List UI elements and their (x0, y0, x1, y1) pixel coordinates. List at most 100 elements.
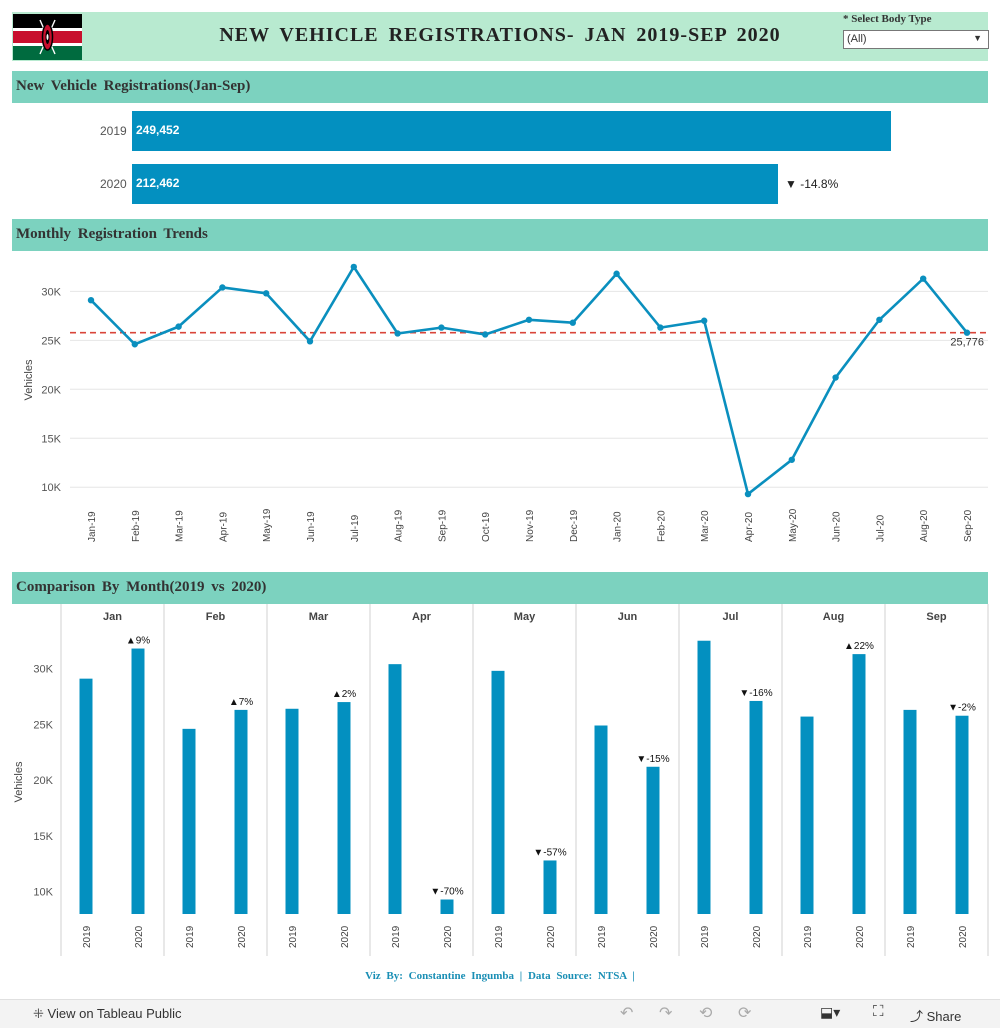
trend-xtick-label: May-19 (262, 508, 273, 542)
header-band (12, 12, 988, 61)
month-change-label: ▲9% (126, 636, 150, 647)
undo-icon[interactable]: ↶ (620, 1005, 634, 1022)
trend-xtick-label: Apr-20 (744, 512, 755, 542)
compare-bar-2020 (234, 709, 248, 914)
trend-xtick-label: Jun-19 (306, 511, 317, 542)
compare-bar-2020 (646, 766, 660, 914)
totals-section-header: New Vehicle Registrations(Jan-Sep) (12, 71, 988, 103)
total-bar-2019[interactable]: 249,452 (132, 111, 891, 151)
compare-year-tick-label: 2020 (134, 925, 145, 948)
month-change-label: ▼-70% (430, 887, 463, 898)
compare-bar-2019 (800, 716, 814, 914)
trend-ytick-label: 10K (41, 482, 61, 494)
compare-year-tick-label: 2019 (391, 925, 402, 948)
trend-point (263, 290, 270, 297)
trend-ytick-label: 20K (41, 384, 61, 396)
trend-xtick-label: Jan-20 (613, 511, 624, 542)
trend-xtick-label: Feb-20 (656, 510, 667, 542)
month-change-label: ▲2% (332, 689, 356, 700)
body-type-selected-value: (All) (847, 33, 867, 45)
month-header-label: Jan (103, 611, 122, 623)
trend-xtick-label: Jul-20 (875, 514, 886, 542)
compare-bar-2019 (182, 728, 196, 914)
compare-bar-2020 (131, 648, 145, 914)
month-change-label: ▼-2% (948, 703, 976, 714)
compare-ytick-label: 25K (33, 719, 53, 731)
month-change-label: ▲22% (844, 641, 874, 652)
view-on-tableau-label: View on Tableau Public (47, 1006, 182, 1021)
compare-bar-2019 (491, 670, 505, 914)
trend-point (482, 331, 489, 338)
compare-year-tick-label: 2020 (855, 925, 866, 948)
month-comparison-chart: 10K 15K 20K 25K 30K Vehicles Jan 2019 2020 ▲9% Feb… (13, 604, 989, 956)
compare-bar-2020 (749, 700, 763, 914)
month-header-label: Feb (206, 611, 226, 623)
trend-point (832, 374, 839, 381)
footer-credit: Viz By: Constantine Ingumba | Data Sourc… (365, 970, 635, 982)
dropdown-arrow-icon: ▼ (973, 33, 982, 43)
share-button[interactable]: ⤴ Share (910, 1006, 961, 1025)
trend-y-axis-title: Vehicles (23, 359, 35, 400)
year-label-2020: 2020 (100, 177, 127, 191)
month-change-label: ▼-16% (739, 688, 772, 699)
compare-bar-2020 (955, 715, 969, 914)
total-value-2019: 249,452 (136, 123, 180, 137)
compare-bar-2020 (440, 899, 454, 914)
share-icon: ⤴ (910, 1009, 924, 1024)
compare-year-tick-label: 2019 (906, 925, 917, 948)
trend-xtick-label: Sep-19 (437, 509, 448, 542)
redo-icon[interactable]: ↷ (659, 1005, 673, 1022)
trend-point (788, 456, 795, 463)
compare-year-tick-label: 2020 (443, 925, 454, 948)
trend-point (525, 316, 533, 323)
trend-xtick-label: Mar-20 (700, 510, 711, 542)
compare-y-axis-title: Vehicles (13, 761, 25, 802)
trend-point (350, 263, 357, 271)
compare-bar-2020 (852, 654, 866, 914)
compare-year-tick-label: 2020 (752, 925, 763, 948)
trend-xtick-label: Oct-19 (481, 512, 492, 542)
compare-bar-2019 (594, 725, 608, 914)
trend-xtick-label: Jun-20 (832, 511, 843, 542)
compare-bar-2020 (337, 702, 351, 914)
compare-year-tick-label: 2020 (237, 925, 248, 948)
fullscreen-icon[interactable]: ⛶ (873, 1003, 884, 1020)
total-value-2020: 212,462 (136, 176, 180, 190)
tableau-toolbar: ⁜ View on Tableau Public ↶ ↷ ⟲ ⟳ ⬓▾ ⛶ ⤴ … (0, 999, 1000, 1028)
compare-ytick-label: 20K (33, 775, 53, 787)
download-icon[interactable]: ⬓▾ (820, 1004, 841, 1020)
month-header-label: Aug (823, 611, 844, 623)
month-change-label: ▼-15% (636, 754, 669, 765)
trend-xtick-label: Mar-19 (175, 510, 186, 542)
compare-year-tick-label: 2019 (185, 925, 196, 948)
refresh-icon[interactable]: ⟳ (738, 1005, 752, 1022)
trend-section-title: Monthly Registration Trends (16, 226, 208, 242)
compare-bar-2019 (285, 708, 299, 914)
trend-ytick-label: 30K (41, 286, 61, 298)
trend-xtick-label: Apr-19 (218, 512, 229, 542)
trend-point (131, 341, 138, 348)
trend-point (657, 324, 664, 331)
view-on-tableau-link[interactable]: ⁜ View on Tableau Public (33, 1006, 181, 1022)
compare-section-header: Comparison By Month(2019 vs 2020) (12, 572, 988, 604)
trend-point (306, 338, 314, 345)
compare-bar-2019 (697, 640, 711, 914)
compare-year-tick-label: 2019 (803, 925, 814, 948)
compare-bar-2020 (543, 860, 557, 914)
monthly-trend-chart: 10K 15K 20K 25K 30K Vehicles 25,776 Jan-19 Feb-1… (23, 263, 988, 542)
total-bar-2020[interactable]: 212,462 (132, 164, 778, 204)
trend-point (920, 275, 927, 282)
compare-year-tick-label: 2019 (700, 925, 711, 948)
compare-year-tick-label: 2019 (82, 925, 93, 948)
body-type-dropdown[interactable]: (All) ▼ (843, 30, 989, 49)
trend-xtick-label: Aug-19 (394, 509, 405, 542)
tableau-logo-icon: ⁜ (33, 1006, 44, 1021)
trend-xtick-label: Feb-19 (131, 510, 142, 542)
compare-bar-2019 (79, 678, 93, 914)
revert-icon[interactable]: ⟲ (699, 1005, 713, 1022)
trend-xtick-label: Jul-19 (350, 514, 361, 542)
trend-xtick-label: Nov-19 (525, 509, 536, 542)
compare-year-tick-label: 2019 (494, 925, 505, 948)
trend-ytick-label: 15K (41, 433, 61, 445)
month-change-label: ▼-57% (533, 847, 566, 858)
